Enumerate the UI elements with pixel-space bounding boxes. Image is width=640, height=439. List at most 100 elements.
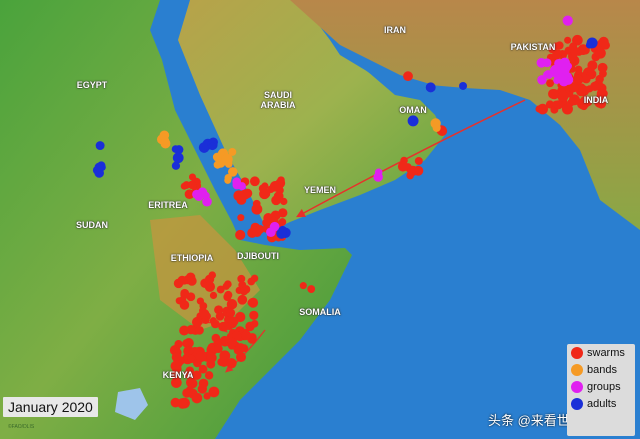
country-label: SOMALIA	[299, 307, 341, 317]
adults-marker	[171, 161, 181, 170]
legend-item-adults: adults	[567, 396, 635, 412]
swarms-marker	[191, 316, 203, 328]
swarms-marker	[577, 44, 589, 55]
swarms-marker	[569, 94, 580, 106]
swarms-marker	[262, 218, 272, 228]
adults-marker	[174, 155, 182, 163]
bands-marker	[228, 167, 238, 177]
swarms-marker	[242, 188, 253, 199]
swarms-marker	[240, 344, 249, 353]
swarms-marker	[250, 319, 259, 328]
groups-marker	[266, 227, 276, 238]
swarms-marker	[255, 225, 265, 234]
country-label: ERITREA	[148, 200, 188, 210]
groups-marker	[232, 177, 242, 187]
swarms-marker	[590, 81, 600, 91]
swarms-marker	[173, 355, 184, 366]
adults-marker	[459, 81, 468, 90]
lake-victoria	[115, 388, 148, 420]
swarms-marker	[557, 91, 569, 102]
swarms-marker	[216, 285, 225, 294]
swarms-marker	[403, 71, 413, 82]
swarms-marker	[187, 276, 197, 286]
swarms-marker	[223, 293, 232, 301]
adults-marker	[425, 82, 436, 93]
swarms-marker	[208, 271, 217, 279]
groups-marker	[537, 75, 547, 85]
swarms-marker	[221, 321, 230, 331]
swarms-marker	[249, 310, 259, 320]
swarms-marker	[572, 74, 583, 85]
swarms-marker	[596, 98, 607, 109]
swarms-marker	[196, 297, 205, 305]
groups-marker	[202, 196, 212, 207]
swarms-marker	[199, 309, 210, 319]
date-label: January 2020	[3, 397, 98, 417]
swarms-marker	[182, 339, 191, 348]
swarms-marker	[237, 214, 245, 222]
swarms-marker	[579, 102, 588, 111]
swarms-marker	[549, 88, 560, 100]
bands-marker	[221, 153, 233, 165]
swarms-marker	[414, 156, 423, 165]
groups-marker	[543, 70, 553, 79]
bands-marker	[224, 176, 232, 184]
swarms-marker	[535, 105, 543, 113]
swarms-marker	[235, 229, 246, 241]
country-label: PAKISTAN	[510, 42, 556, 52]
country-label: DJIBOUTI	[236, 251, 280, 261]
bands-marker	[432, 123, 441, 132]
swarms-marker	[299, 282, 307, 290]
swarms-marker	[596, 89, 607, 100]
swarms-marker	[220, 336, 229, 344]
country-label: EGYPT	[76, 80, 108, 90]
swarms-marker	[237, 294, 248, 305]
country-label: OMAN	[399, 105, 427, 115]
swarms-marker	[587, 60, 598, 71]
swarms-marker	[267, 185, 275, 194]
swarms-marker	[204, 371, 214, 380]
swarms-marker	[594, 47, 606, 59]
swarms-marker	[554, 100, 564, 110]
legend-label: swarms	[587, 347, 625, 359]
swarms-marker	[209, 317, 217, 325]
adults-marker	[276, 228, 287, 239]
swarms-marker	[180, 290, 189, 300]
swarms-marker	[177, 275, 187, 285]
groups-marker	[550, 64, 561, 76]
swarms-marker	[578, 85, 589, 96]
swarms-marker	[208, 386, 220, 398]
swarms-marker	[248, 297, 259, 308]
swarms-swatch	[571, 347, 583, 359]
swarms-marker	[599, 69, 607, 78]
swarms-marker	[307, 285, 316, 293]
swarms-marker	[226, 308, 236, 318]
swarms-marker	[197, 384, 207, 394]
groups-marker	[553, 76, 561, 85]
groups-marker	[561, 62, 572, 72]
adults-marker	[171, 145, 180, 153]
swarms-marker	[239, 287, 249, 296]
swarms-marker	[195, 325, 204, 335]
adults-marker	[407, 115, 419, 127]
swarms-marker	[564, 36, 572, 44]
swarms-marker	[247, 277, 256, 286]
adults-marker	[585, 41, 594, 49]
swarms-marker	[227, 337, 238, 348]
swarms-marker	[206, 352, 217, 363]
swarms-marker	[219, 350, 231, 362]
swarms-marker	[226, 358, 237, 369]
swarms-marker	[407, 165, 418, 176]
adults-swatch	[571, 398, 583, 410]
swarms-marker	[191, 392, 203, 404]
country-label: IRAN	[384, 25, 406, 35]
swarms-marker	[215, 312, 225, 321]
country-label: ETHIOPIA	[170, 253, 214, 263]
swarms-marker	[204, 281, 216, 292]
swarms-marker	[187, 378, 198, 389]
groups-marker	[194, 190, 202, 198]
legend-item-groups: groups	[567, 379, 635, 395]
swarms-marker	[183, 370, 192, 379]
legend-label: groups	[587, 381, 621, 393]
